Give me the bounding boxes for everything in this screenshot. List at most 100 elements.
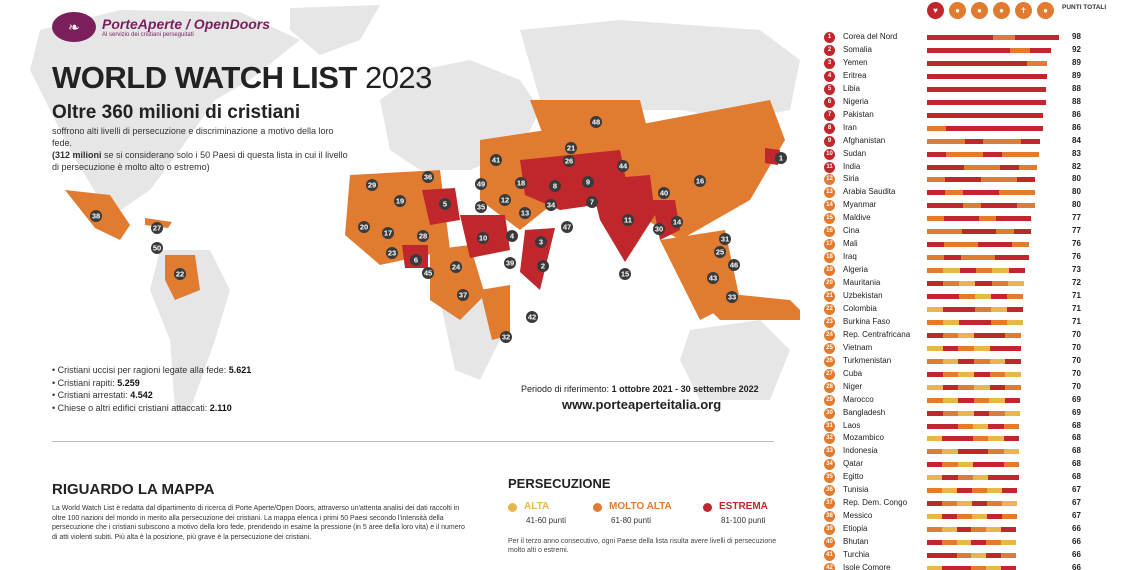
score-bar-segment xyxy=(1007,73,1027,79)
map-marker[interactable] xyxy=(726,291,738,303)
map-marker[interactable] xyxy=(658,187,670,199)
map-marker[interactable] xyxy=(622,214,634,226)
ranking-row: 41 Turchia 66 xyxy=(818,549,1140,562)
map-marker[interactable] xyxy=(477,232,489,244)
map-marker[interactable] xyxy=(714,246,726,258)
map-marker[interactable] xyxy=(475,178,487,190)
map-marker[interactable] xyxy=(707,272,719,284)
map-marker-label: 25 xyxy=(716,248,724,257)
map-marker[interactable] xyxy=(394,195,406,207)
score-bar-segment xyxy=(927,358,943,364)
score-bar-segment xyxy=(927,436,943,442)
score-bar-segment xyxy=(927,60,947,66)
map-marker[interactable] xyxy=(586,196,598,208)
legend-dot-high xyxy=(508,503,517,512)
score-bar-segment xyxy=(947,73,967,79)
description-rest: se si considerano solo i 50 Paesi di que… xyxy=(52,150,348,172)
map-marker[interactable] xyxy=(457,289,469,301)
map-marker[interactable] xyxy=(561,221,573,233)
map-marker[interactable] xyxy=(151,222,163,234)
map-marker[interactable] xyxy=(358,221,370,233)
map-marker[interactable] xyxy=(500,331,512,343)
map-marker[interactable] xyxy=(417,230,429,242)
map-marker[interactable] xyxy=(151,242,163,254)
map-marker[interactable] xyxy=(694,175,706,187)
country-score: 67 xyxy=(1072,498,1081,508)
score-bar xyxy=(927,151,1059,157)
map-marker[interactable] xyxy=(582,176,594,188)
map-marker[interactable] xyxy=(563,155,575,167)
map-marker[interactable] xyxy=(535,236,547,248)
map-marker[interactable] xyxy=(382,227,394,239)
score-bar-segment xyxy=(927,553,942,558)
score-bar-segment xyxy=(949,35,971,40)
map-marker[interactable] xyxy=(653,223,665,235)
map-marker-label: 42 xyxy=(528,313,536,322)
map-marker[interactable] xyxy=(549,180,561,192)
score-bar-segment xyxy=(946,86,967,92)
map-marker[interactable] xyxy=(422,267,434,279)
map-marker[interactable] xyxy=(174,268,186,280)
ranking-row: 27 Cuba 70 xyxy=(818,368,1140,381)
score-bar-segment xyxy=(957,514,972,520)
map-marker[interactable] xyxy=(719,233,731,245)
map-marker[interactable] xyxy=(504,257,516,269)
map-marker[interactable] xyxy=(450,261,462,273)
map-marker[interactable] xyxy=(490,154,502,166)
map-marker[interactable] xyxy=(499,194,511,206)
map-marker[interactable] xyxy=(526,311,538,323)
map-marker[interactable] xyxy=(519,207,531,219)
map-marker[interactable] xyxy=(90,210,102,222)
score-bar-segment xyxy=(1017,203,1035,209)
score-bar-segment xyxy=(961,229,979,235)
map-marker[interactable] xyxy=(515,177,527,189)
map-marker[interactable] xyxy=(619,268,631,280)
map-marker[interactable] xyxy=(475,201,487,213)
map-marker[interactable] xyxy=(422,171,434,183)
map-marker[interactable] xyxy=(671,216,683,228)
title-year: 2023 xyxy=(364,60,432,95)
map-marker-label: 35 xyxy=(477,203,485,212)
score-bar-segment xyxy=(927,423,943,429)
score-bar xyxy=(927,203,1059,209)
map-marker[interactable] xyxy=(775,152,787,164)
score-bar-segment xyxy=(1018,164,1037,170)
score-bar-segment xyxy=(927,190,945,196)
country-score: 67 xyxy=(1072,511,1081,521)
map-marker[interactable] xyxy=(590,116,602,128)
map-marker-label: 36 xyxy=(424,173,432,182)
map-marker-label: 32 xyxy=(502,333,510,342)
score-bar xyxy=(927,410,1059,416)
score-bar xyxy=(927,86,1059,92)
score-bar-segment xyxy=(957,475,973,481)
heart-icon: ♥ xyxy=(927,2,944,19)
score-bar-segment xyxy=(967,60,987,66)
country-score: 66 xyxy=(1072,562,1081,570)
score-bar-segment xyxy=(927,268,944,274)
score-bar-segment xyxy=(1021,138,1040,144)
map-marker[interactable] xyxy=(439,198,451,210)
score-bar-segment xyxy=(941,553,957,558)
logo[interactable]: ❧ PorteAperte / OpenDoors Al servizio de… xyxy=(52,12,270,42)
website-link[interactable]: www.porteaperteitalia.org xyxy=(562,397,722,412)
score-bar-segment xyxy=(987,488,1002,494)
map-marker[interactable] xyxy=(506,230,518,242)
about-title: RIGUARDO LA MAPPA xyxy=(52,481,215,498)
map-marker[interactable] xyxy=(366,179,378,191)
map-marker[interactable] xyxy=(410,254,422,266)
score-bar-segment xyxy=(927,306,943,312)
map-marker[interactable] xyxy=(545,199,557,211)
map-marker[interactable] xyxy=(617,160,629,172)
map-marker-label: 29 xyxy=(368,181,376,190)
score-bar xyxy=(927,384,1059,390)
score-bar-segment xyxy=(973,358,990,364)
country-name: Tunisia xyxy=(843,485,869,495)
map-marker[interactable] xyxy=(728,259,740,271)
score-bar-segment xyxy=(1027,73,1047,79)
map-marker[interactable] xyxy=(537,260,549,272)
country-score: 80 xyxy=(1072,200,1081,210)
legend-dot-extreme xyxy=(703,503,712,512)
map-marker[interactable] xyxy=(565,142,577,154)
score-bar-segment xyxy=(1004,125,1024,131)
map-marker[interactable] xyxy=(386,247,398,259)
